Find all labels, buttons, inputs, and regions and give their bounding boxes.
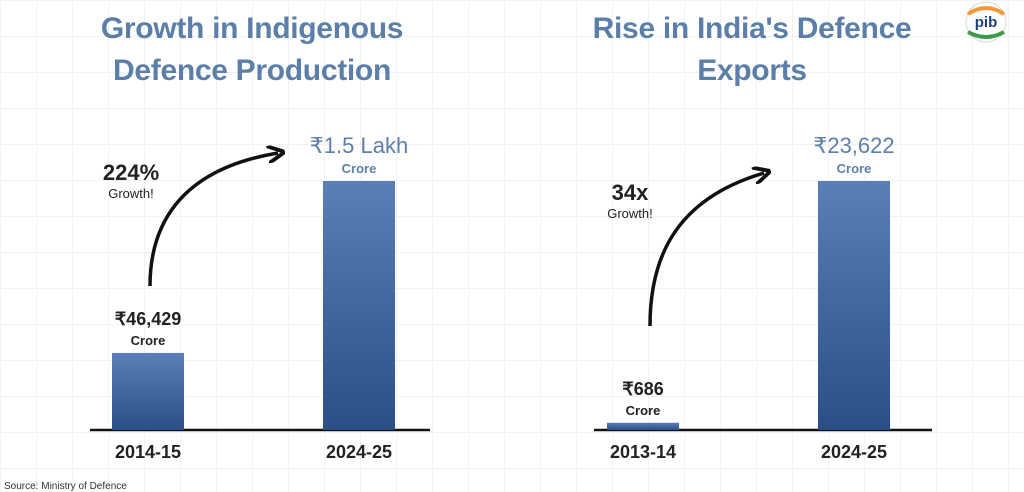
logo-text: pib	[975, 14, 998, 31]
value-label: ₹23,622	[813, 133, 894, 158]
unit-label: Crore	[837, 161, 872, 176]
bar-2024-25	[323, 181, 395, 430]
x-tick-label: 2013-14	[610, 442, 676, 462]
defence-production-panel: Growth in Indigenous Defence Production …	[0, 8, 508, 462]
growth-label: Growth!	[607, 206, 653, 221]
bar-2024-25	[818, 181, 890, 430]
value-label: ₹686	[622, 379, 663, 399]
x-tick-label: 2024-25	[821, 442, 887, 462]
chart-title-line-1: Rise in India's Defence	[592, 12, 912, 45]
defence-exports-panel: Rise in India's Defence Exports ₹686 Cror…	[512, 0, 1024, 492]
chart-title-line-1: Growth in Indigenous	[100, 12, 404, 45]
value-label: ₹46,429	[115, 309, 182, 329]
x-tick-label: 2024-25	[326, 442, 392, 462]
pib-logo: pib	[965, 1, 1007, 43]
bar-2013-14	[607, 422, 679, 430]
growth-arrow	[148, 153, 278, 287]
defence-production-bar-chart: ₹46,429 Crore 2014-15 ₹1.5 Lakh Crore 2024-25…	[90, 133, 430, 462]
unit-label: Crore	[342, 161, 377, 176]
chart-title: Growth in Indigenous Defence Production	[0, 8, 508, 92]
growth-arrow	[648, 173, 764, 327]
growth-value: 34x	[612, 180, 649, 205]
value-label: ₹1.5 Lakh	[310, 133, 408, 158]
source-note: Source: Ministry of Defence	[4, 481, 127, 492]
chart-title-line-2: Exports	[697, 54, 807, 87]
bar-2014-15	[112, 352, 184, 430]
growth-label: Growth!	[108, 186, 154, 201]
growth-value: 224%	[103, 160, 159, 185]
unit-label: Crore	[131, 333, 166, 348]
defence-exports-bar-chart: ₹686 Crore 2013-14 ₹23,622 Crore 2024-25 34xGr…	[594, 133, 932, 462]
x-tick-label: 2014-15	[115, 442, 181, 462]
chart-title: Rise in India's Defence Exports	[496, 8, 1008, 92]
chart-title-line-2: Defence Production	[113, 54, 391, 87]
unit-label: Crore	[626, 403, 661, 418]
